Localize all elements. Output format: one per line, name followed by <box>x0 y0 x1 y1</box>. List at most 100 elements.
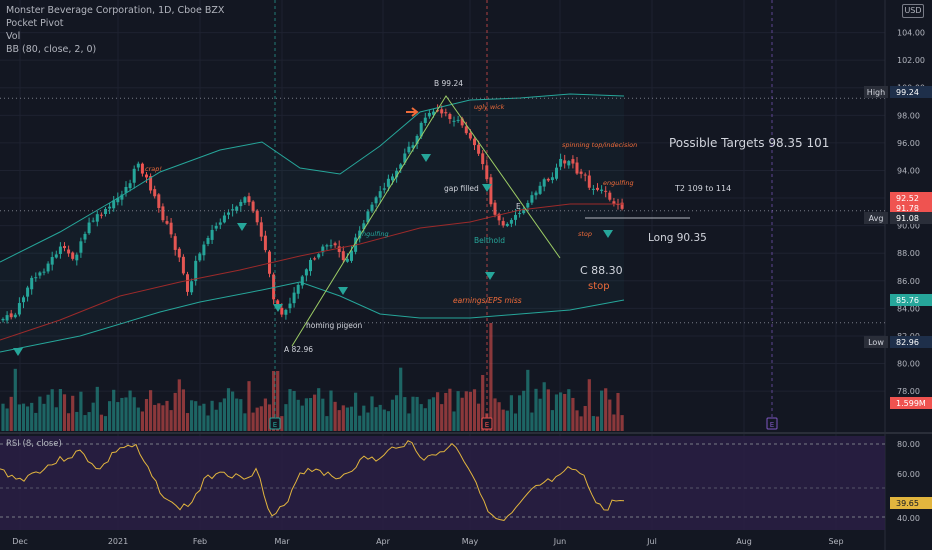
volume-bar <box>325 416 329 431</box>
volume-bar <box>620 415 624 431</box>
volume-bar <box>21 403 26 431</box>
volume-bar <box>608 399 612 431</box>
volume-bar <box>407 413 411 431</box>
volume-bar <box>30 402 34 431</box>
candle-body <box>91 220 95 222</box>
candle-body <box>1 318 5 321</box>
currency-badge[interactable]: USD <box>902 4 924 18</box>
candle-body <box>596 187 599 190</box>
candle-body <box>345 258 349 262</box>
volume-bar <box>288 389 292 431</box>
volume-bar <box>251 412 255 431</box>
volume-bar <box>5 408 9 431</box>
volume-bar <box>120 397 124 431</box>
candle-body <box>386 178 390 187</box>
volume-bar <box>263 398 267 431</box>
candle-body <box>542 179 546 187</box>
y-tick-label: 90.00 <box>897 222 920 231</box>
volume-bar <box>235 398 239 431</box>
volume-bar <box>567 389 571 431</box>
y-tick-label: 96.00 <box>897 139 920 148</box>
volume-bar <box>231 391 235 431</box>
x-tick-label: Apr <box>376 537 391 546</box>
price-badge-box <box>890 336 932 348</box>
volume-bar <box>124 397 128 431</box>
candle-body <box>38 272 42 276</box>
volume-bar <box>272 371 276 431</box>
abc-trend-line <box>291 95 561 347</box>
volume-bar <box>370 396 374 431</box>
volume-bar <box>1 403 5 431</box>
volume-bar <box>75 411 79 431</box>
y-tick-label: 88.00 <box>897 249 920 258</box>
candle-body <box>222 215 226 223</box>
candle-body <box>284 309 288 315</box>
volume-bar <box>329 390 333 431</box>
candle-body <box>378 191 382 198</box>
candle-body <box>620 202 624 209</box>
volume-bar <box>26 406 30 431</box>
volume-bar <box>255 407 259 431</box>
candle-body <box>292 292 296 304</box>
volume-bar <box>460 397 464 431</box>
x-tick-label: Jun <box>553 537 567 546</box>
candle-body <box>444 112 448 114</box>
pocket-pivot-marker <box>421 154 431 162</box>
candle-body <box>243 197 247 203</box>
candle-body <box>63 245 66 249</box>
volume-bar <box>513 413 518 431</box>
rsi-tick-label: 80.00 <box>897 440 920 449</box>
price-badge-value: 82.96 <box>896 338 919 347</box>
candle-body <box>26 287 30 297</box>
price-badge-box <box>890 212 932 224</box>
candle-body <box>456 119 460 121</box>
candle-body <box>526 202 530 208</box>
volume-bar <box>17 404 21 431</box>
volume-bar <box>395 395 399 431</box>
volume-bar <box>206 415 210 431</box>
volume-bar <box>489 323 493 431</box>
volume-bar <box>341 405 345 431</box>
earnings-event-label: E <box>770 421 774 429</box>
candle-body <box>350 250 353 261</box>
label-a: A 82.96 <box>284 345 313 354</box>
legend-vol: Vol <box>6 31 21 42</box>
volume-bar <box>501 409 505 431</box>
candle-body <box>464 126 468 134</box>
volume-bar <box>612 414 616 431</box>
rsi-value-box <box>890 497 932 509</box>
candle-body <box>214 225 218 229</box>
volume-bar <box>9 396 13 431</box>
volume-bar <box>526 369 530 431</box>
volume-bar <box>518 395 522 431</box>
candle-body <box>452 120 456 122</box>
x-tick-label: May <box>462 537 479 546</box>
volume-bar <box>378 404 382 431</box>
candle-body <box>567 161 571 166</box>
volume-bar <box>600 390 604 431</box>
volume-bar <box>218 402 222 431</box>
candle-body <box>218 222 222 225</box>
candle-body <box>530 195 534 203</box>
volume-bar <box>546 389 550 431</box>
candle-body <box>42 271 46 273</box>
volume-bar <box>46 394 50 431</box>
volume-bar <box>317 388 321 431</box>
label-long: Long 90.35 <box>648 232 707 244</box>
candle-body <box>321 246 325 253</box>
candle-body <box>95 214 99 222</box>
volume-bar <box>583 405 587 431</box>
y-tick-label: 78.00 <box>897 387 920 396</box>
candle-body <box>415 135 419 144</box>
candle-body <box>432 111 435 115</box>
candle-body <box>194 260 198 281</box>
price-badge-value: 1.599M <box>896 399 926 408</box>
volume-bar <box>349 406 354 431</box>
volume-bar <box>591 416 595 431</box>
candle-body <box>251 201 255 212</box>
x-tick-label: Sep <box>828 537 843 546</box>
candle-body <box>288 303 292 309</box>
volume-bar <box>38 396 42 431</box>
volume-bar <box>440 404 444 431</box>
